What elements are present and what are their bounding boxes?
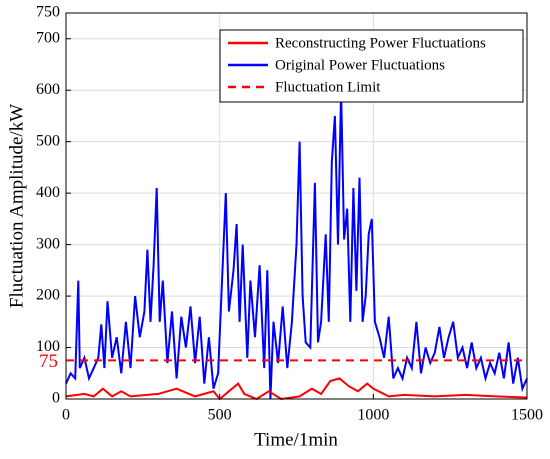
y-tick-label: 600 bbox=[36, 81, 60, 98]
y-tick-label: 400 bbox=[36, 184, 60, 201]
legend-box bbox=[219, 29, 524, 103]
y-tick-label: 750 bbox=[36, 4, 60, 21]
annotation: 75 bbox=[39, 351, 58, 372]
y-axis-label: Fluctuation Amplitude/kW bbox=[6, 104, 27, 308]
y-tick-label: 700 bbox=[36, 29, 60, 46]
x-tick-label: 1000 bbox=[357, 407, 389, 424]
legend-label: Fluctuation Limit bbox=[275, 79, 381, 95]
series-line bbox=[65, 377, 528, 401]
y-tick-label: 300 bbox=[36, 235, 60, 252]
x-axis-label: Time/1min bbox=[254, 429, 338, 450]
x-tick-label: 1500 bbox=[511, 407, 543, 424]
series-line bbox=[65, 90, 528, 400]
legend-label: Reconstructing Power Fluctuations bbox=[275, 35, 486, 51]
y-tick-label: 500 bbox=[36, 132, 60, 149]
y-tick-label: 0 bbox=[52, 390, 60, 407]
x-tick-label: 0 bbox=[62, 407, 70, 424]
legend-label: Original Power Fluctuations bbox=[275, 57, 445, 73]
plot-frame bbox=[65, 12, 528, 400]
y-tick-label: 200 bbox=[36, 287, 60, 304]
y-tick-label: 100 bbox=[36, 338, 60, 355]
x-tick-label: 500 bbox=[208, 407, 232, 424]
